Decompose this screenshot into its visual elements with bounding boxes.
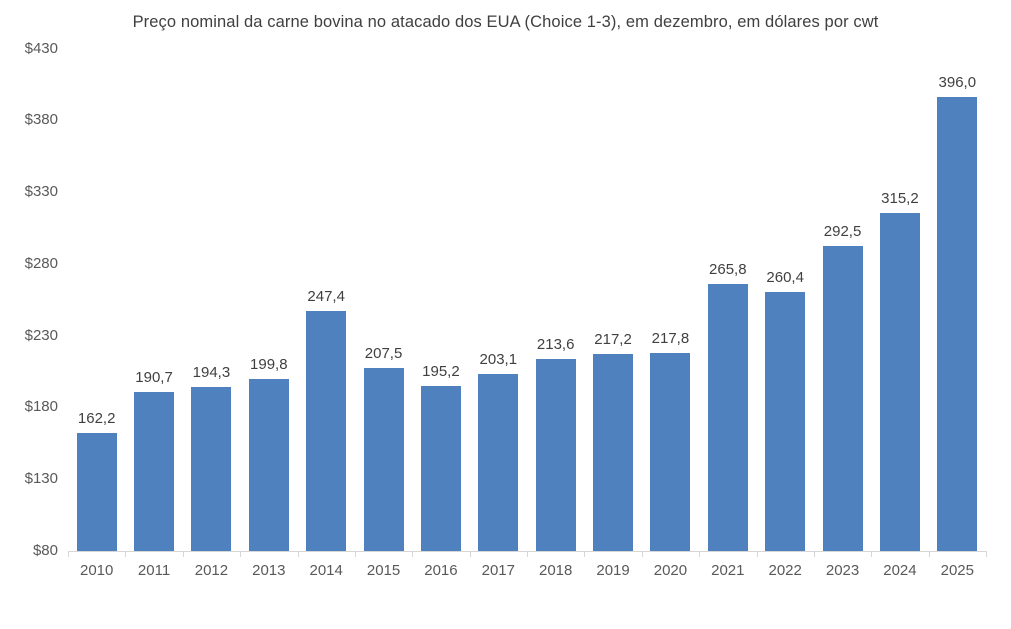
x-axis-tick-mark: [986, 551, 987, 557]
x-axis-tick-mark: [125, 551, 127, 557]
x-axis-category-label: 2010: [80, 562, 114, 579]
x-axis-tick-mark: [240, 551, 242, 557]
x-axis-tick-mark: [699, 551, 701, 557]
bar-2025: [937, 97, 978, 551]
bar-value-label: 217,2: [594, 331, 632, 349]
x-axis-category-label: 2019: [596, 562, 630, 579]
x-axis-tick-mark: [871, 551, 873, 557]
x-axis-category-label: 2022: [768, 562, 802, 579]
bar-2019: [593, 354, 634, 551]
x-axis-tick-mark: [813, 551, 815, 557]
x-axis-category-label: 2017: [481, 562, 515, 579]
bar-2024: [879, 213, 920, 551]
bar-value-label: 260,4: [766, 269, 804, 287]
x-axis-tick-mark: [928, 551, 930, 557]
bar-value-label: 207,5: [364, 344, 403, 362]
x-axis-category-label: 2018: [539, 562, 573, 579]
bar-2023: [822, 245, 863, 551]
bar-2017: [478, 374, 519, 551]
x-axis-tick-mark: [354, 551, 356, 557]
x-axis-tick-mark: [412, 551, 414, 557]
bar-2010: [76, 433, 117, 551]
bar-value-label: 190,7: [135, 369, 173, 387]
bar-value-label: 194,3: [192, 363, 231, 381]
x-axis-category-label: 2025: [940, 562, 974, 579]
bar-2011: [134, 392, 175, 551]
x-axis-tick-mark: [182, 551, 184, 557]
x-axis-category-label: 2012: [194, 562, 229, 579]
x-axis-tick-mark: [469, 551, 471, 557]
y-axis-tick-label: $380: [24, 111, 58, 129]
x-axis-category-label: 2024: [883, 562, 917, 579]
x-axis-category-label: 2020: [653, 562, 688, 579]
bar-2013: [248, 379, 289, 551]
x-axis-tick-mark: [297, 551, 299, 557]
x-axis-category-label: 2023: [825, 562, 860, 579]
bar-value-label: 292,5: [823, 222, 862, 240]
x-axis-tick-mark: [68, 551, 69, 557]
y-axis-tick-label: $330: [24, 183, 58, 201]
x-axis-category-label: 2011: [137, 562, 171, 579]
x-axis-tick-mark: [756, 551, 758, 557]
y-axis-tick-label: $430: [24, 39, 58, 57]
y-axis-tick-label: $280: [24, 254, 58, 272]
x-axis-category-label: 2016: [424, 562, 458, 579]
x-axis-tick-mark: [584, 551, 586, 557]
x-axis-tick-mark: [527, 551, 528, 557]
x-axis-category-label: 2021: [711, 562, 745, 579]
bar-value-label: 265,8: [709, 261, 747, 279]
bar-value-label: 396,0: [938, 74, 977, 92]
bar-value-label: 203,1: [479, 351, 518, 369]
y-axis-tick-label: $230: [24, 326, 58, 344]
x-axis-tick-mark: [641, 551, 643, 557]
x-axis-category-label: 2013: [252, 562, 286, 579]
x-axis-category-label: 2014: [309, 562, 343, 579]
bar-value-label: 195,2: [422, 362, 460, 380]
bar-2022: [765, 292, 806, 551]
y-axis-tick-label: $130: [24, 470, 58, 488]
y-axis-tick-label: $80: [32, 542, 58, 559]
bar-2014: [306, 310, 347, 551]
y-axis-tick-label: $180: [24, 398, 58, 416]
bar-2016: [420, 385, 461, 551]
bar-2021: [707, 284, 748, 551]
bar-value-label: 247,4: [307, 287, 345, 305]
bar-value-label: 213,6: [536, 336, 575, 354]
bar-value-label: 162,2: [77, 410, 116, 428]
bar-value-label: 199,8: [250, 356, 288, 374]
bar-2020: [650, 353, 691, 551]
bar-2018: [535, 359, 576, 551]
bar-2012: [191, 386, 232, 551]
bar-value-label: 217,8: [651, 330, 690, 348]
bar-value-label: 315,2: [881, 190, 919, 208]
bar-2015: [363, 367, 404, 551]
chart-title: Preço nominal da carne bovina no atacado…: [132, 13, 879, 31]
x-axis-category-label: 2015: [366, 562, 401, 579]
